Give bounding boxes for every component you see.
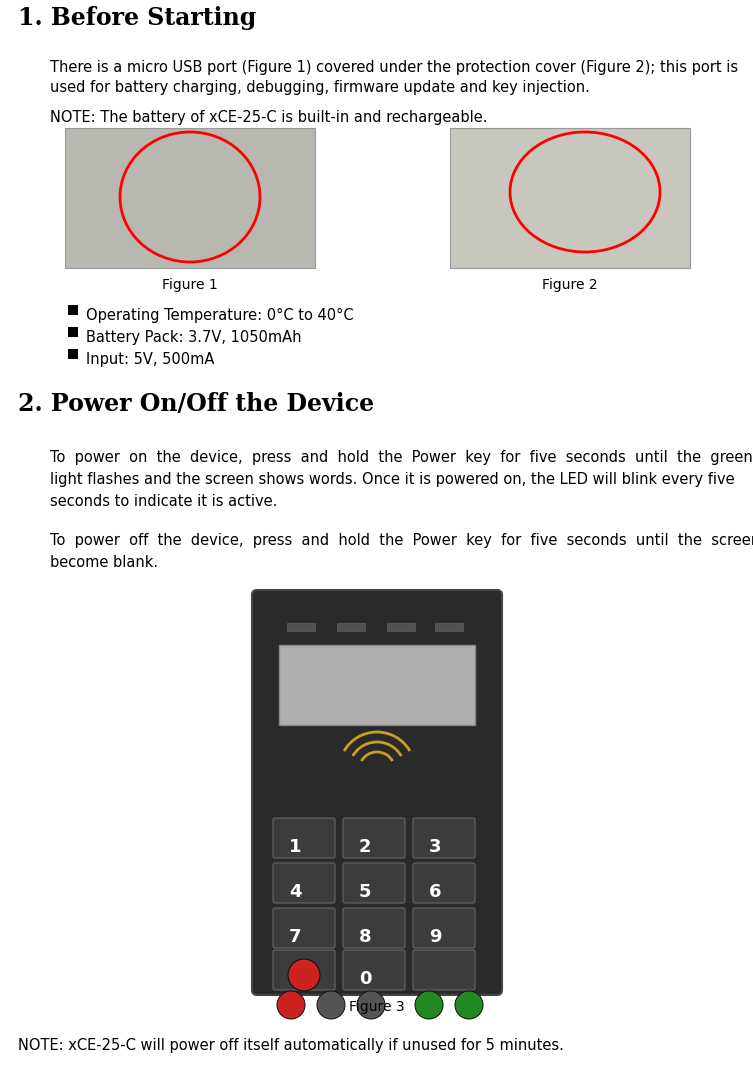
FancyBboxPatch shape bbox=[413, 950, 475, 990]
Bar bbox=[337, 623, 365, 631]
Text: 6: 6 bbox=[428, 883, 441, 901]
Bar bbox=[450, 128, 690, 268]
Text: 1. Before Starting: 1. Before Starting bbox=[18, 7, 256, 30]
FancyBboxPatch shape bbox=[273, 863, 335, 903]
Bar bbox=[279, 644, 475, 725]
FancyBboxPatch shape bbox=[413, 863, 475, 903]
Text: Battery Pack: 3.7V, 1050mAh: Battery Pack: 3.7V, 1050mAh bbox=[86, 330, 301, 345]
Text: 0: 0 bbox=[358, 970, 371, 988]
Text: Figure 3: Figure 3 bbox=[349, 1000, 405, 1014]
Text: 4: 4 bbox=[288, 883, 301, 901]
FancyBboxPatch shape bbox=[343, 908, 405, 948]
FancyBboxPatch shape bbox=[343, 818, 405, 858]
Bar bbox=[287, 623, 315, 631]
Text: NOTE: xCE-25-C will power off itself automatically if unused for 5 minutes.: NOTE: xCE-25-C will power off itself aut… bbox=[18, 1038, 564, 1054]
FancyBboxPatch shape bbox=[273, 908, 335, 948]
FancyBboxPatch shape bbox=[343, 950, 405, 990]
Text: To  power  on  the  device,  press  and  hold  the  Power  key  for  five  secon: To power on the device, press and hold t… bbox=[50, 450, 753, 465]
FancyBboxPatch shape bbox=[273, 950, 335, 990]
Text: 2: 2 bbox=[358, 838, 371, 856]
Text: Operating Temperature: 0°C to 40°C: Operating Temperature: 0°C to 40°C bbox=[86, 308, 354, 323]
Text: To  power  off  the  device,  press  and  hold  the  Power  key  for  five  seco: To power off the device, press and hold … bbox=[50, 533, 753, 548]
Text: 2. Power On/Off the Device: 2. Power On/Off the Device bbox=[18, 392, 374, 416]
Bar bbox=[68, 327, 78, 337]
FancyBboxPatch shape bbox=[343, 863, 405, 903]
Text: used for battery charging, debugging, firmware update and key injection.: used for battery charging, debugging, fi… bbox=[50, 80, 590, 95]
Circle shape bbox=[415, 991, 443, 1019]
Bar bbox=[68, 305, 78, 315]
Text: 1: 1 bbox=[288, 838, 301, 856]
Bar bbox=[387, 623, 415, 631]
Bar bbox=[435, 623, 463, 631]
Text: NOTE: The battery of xCE-25-C is built-in and rechargeable.: NOTE: The battery of xCE-25-C is built-i… bbox=[50, 110, 487, 125]
Text: become blank.: become blank. bbox=[50, 556, 158, 570]
Text: 9: 9 bbox=[428, 928, 441, 946]
Bar bbox=[68, 349, 78, 359]
Text: 5: 5 bbox=[358, 883, 371, 901]
Text: There is a micro USB port (Figure 1) covered under the protection cover (Figure : There is a micro USB port (Figure 1) cov… bbox=[50, 60, 738, 75]
FancyBboxPatch shape bbox=[252, 590, 502, 995]
Circle shape bbox=[455, 991, 483, 1019]
FancyBboxPatch shape bbox=[413, 908, 475, 948]
FancyBboxPatch shape bbox=[273, 818, 335, 858]
Text: seconds to indicate it is active.: seconds to indicate it is active. bbox=[50, 494, 277, 509]
Bar bbox=[65, 128, 315, 268]
Circle shape bbox=[357, 991, 385, 1019]
FancyBboxPatch shape bbox=[413, 818, 475, 858]
Text: Input: 5V, 500mA: Input: 5V, 500mA bbox=[86, 352, 215, 367]
Text: 8: 8 bbox=[358, 928, 371, 946]
Text: 7: 7 bbox=[288, 928, 301, 946]
Circle shape bbox=[288, 959, 320, 991]
Text: 3: 3 bbox=[428, 838, 441, 856]
Text: Figure 2: Figure 2 bbox=[542, 278, 598, 292]
Circle shape bbox=[277, 991, 305, 1019]
Text: light flashes and the screen shows words. Once it is powered on, the LED will bl: light flashes and the screen shows words… bbox=[50, 472, 735, 487]
Text: Figure 1: Figure 1 bbox=[162, 278, 218, 292]
Circle shape bbox=[317, 991, 345, 1019]
